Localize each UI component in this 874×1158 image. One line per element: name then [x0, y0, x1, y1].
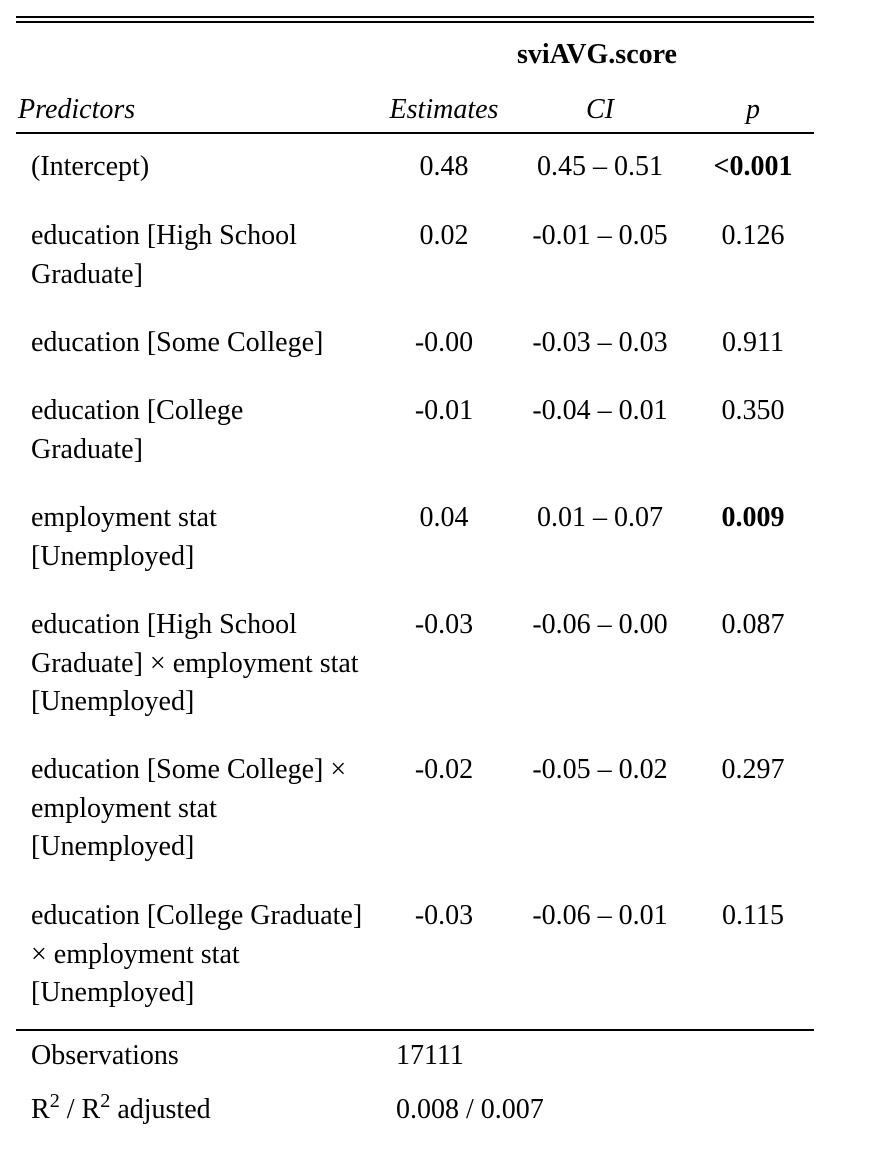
row-estimate: -0.03	[414, 609, 474, 640]
row-ci: -0.04 – 0.01	[532, 395, 668, 426]
r2-label-sup: 2	[49, 1089, 60, 1112]
row-ci: -0.06 – 0.01	[532, 900, 668, 931]
row-p-value: <0.001	[713, 151, 793, 182]
row-predictor: employment stat [Unemployed]	[31, 502, 217, 572]
header-ci: CI	[586, 94, 614, 125]
row-p-value: 0.009	[721, 502, 785, 533]
header-rule	[16, 132, 814, 134]
footer-rule	[16, 1029, 814, 1031]
dependent-variable-title: sviAVG.score	[517, 39, 677, 70]
row-ci: 0.45 – 0.51	[537, 151, 663, 182]
r2-label-sep: / R	[59, 1094, 101, 1125]
r2-label-tail: adjusted	[110, 1094, 211, 1125]
row-ci: -0.05 – 0.02	[532, 754, 668, 785]
row-ci: 0.01 – 0.07	[537, 502, 663, 533]
row-ci: -0.06 – 0.00	[532, 609, 668, 640]
row-estimate: -0.02	[414, 754, 474, 785]
header-predictors: Predictors	[18, 94, 136, 125]
row-predictor: education [College Graduate]	[31, 395, 244, 465]
observations-label: Observations	[31, 1040, 179, 1071]
row-predictor: education [High School Graduate]	[31, 220, 297, 290]
row-p-value: 0.126	[721, 220, 785, 251]
row-ci: -0.01 – 0.05	[532, 220, 668, 251]
row-predictor: education [Some College] × employment st…	[31, 754, 347, 862]
row-estimate: -0.00	[414, 327, 474, 358]
top-rule-double	[16, 21, 814, 23]
observations-value: 17111	[396, 1040, 464, 1071]
r2-label: R2 / R2 adjusted	[31, 1091, 211, 1130]
row-estimate: -0.01	[414, 395, 474, 426]
row-estimate: 0.04	[419, 502, 469, 533]
r2-value: 0.008 / 0.007	[396, 1094, 544, 1125]
row-p-value: 0.115	[722, 900, 784, 931]
row-p-value: 0.350	[721, 395, 785, 426]
row-estimate: 0.02	[419, 220, 469, 251]
row-p-value: 0.297	[721, 754, 785, 785]
header-estimates: Estimates	[389, 94, 499, 125]
row-ci: -0.03 – 0.03	[532, 327, 668, 358]
row-estimate: -0.03	[414, 900, 474, 931]
r2-label-r: R	[31, 1094, 50, 1125]
row-estimate: 0.48	[419, 151, 469, 182]
header-p: p	[746, 94, 760, 125]
row-predictor: education [College Graduate] × employmen…	[31, 900, 363, 1008]
row-p-value: 0.911	[722, 327, 784, 358]
row-predictor: education [Some College]	[31, 327, 324, 358]
r2-label-sup2: 2	[100, 1089, 111, 1112]
row-predictor: education [High School Graduate] × emplo…	[31, 609, 359, 717]
row-predictor: (Intercept)	[31, 151, 150, 182]
top-rule	[16, 16, 814, 18]
row-p-value: 0.087	[721, 609, 785, 640]
